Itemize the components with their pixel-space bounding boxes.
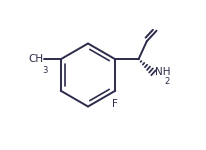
Text: NH: NH xyxy=(155,67,171,77)
Text: 3: 3 xyxy=(43,66,48,75)
Text: F: F xyxy=(112,99,117,109)
Text: 2: 2 xyxy=(165,77,170,86)
Text: CH: CH xyxy=(28,54,43,63)
